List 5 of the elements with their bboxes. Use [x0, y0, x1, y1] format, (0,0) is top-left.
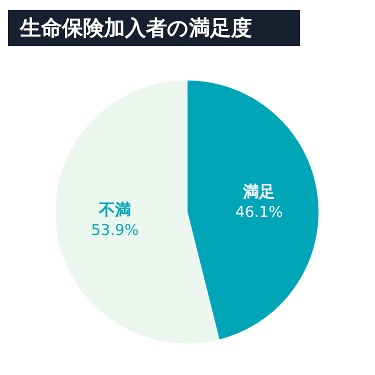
slice-label: 不満: [98, 200, 131, 219]
slice-label: 満足: [242, 182, 276, 202]
data-label: 46.1%: [235, 203, 283, 222]
data-label: 53.9%: [91, 220, 139, 239]
chart-title: 生命保険加入者の満足度: [19, 16, 252, 40]
